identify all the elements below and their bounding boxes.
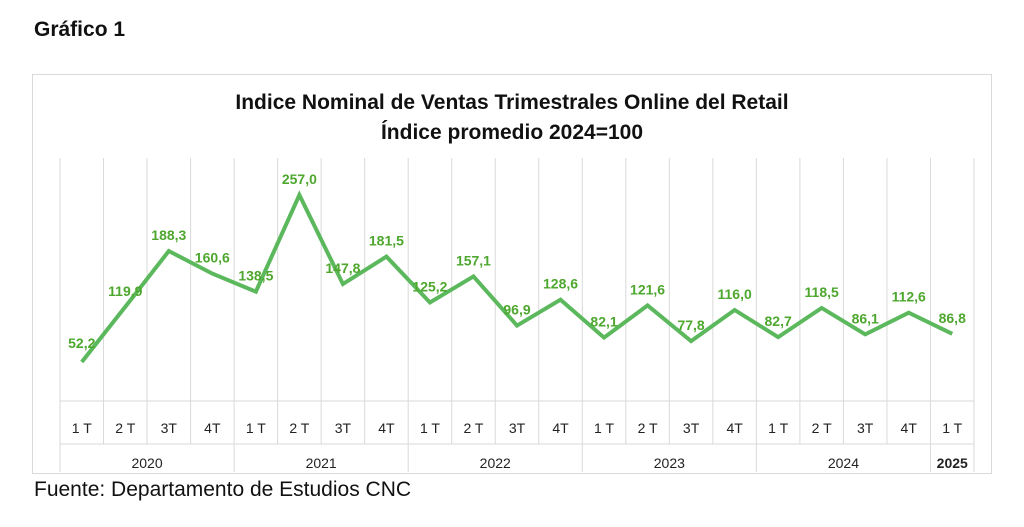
data-label: 86,1 <box>852 310 879 326</box>
data-label: 118,5 <box>805 284 839 300</box>
x-tick-label: 3T <box>509 420 526 436</box>
x-tick-label: 2 T <box>463 420 483 436</box>
data-label: 52,2 <box>68 335 95 351</box>
figure-heading: Gráfico 1 <box>34 18 126 41</box>
data-label: 257,0 <box>282 171 317 187</box>
data-label: 138,5 <box>238 268 273 284</box>
year-label: 2022 <box>480 455 511 471</box>
data-label: 160,6 <box>195 250 230 266</box>
chart-container: Indice Nominal de Ventas Trimestrales On… <box>32 74 992 474</box>
data-label: 119,9 <box>108 283 142 299</box>
x-tick-label: 4T <box>552 420 569 436</box>
x-tick-label: 3T <box>335 420 352 436</box>
x-tick-label: 2 T <box>812 420 832 436</box>
chart-title: Indice Nominal de Ventas Trimestrales On… <box>235 91 789 114</box>
data-label: 96,9 <box>503 302 530 318</box>
x-tick-label: 3T <box>161 420 178 436</box>
chart-subtitle: Índice promedio 2024=100 <box>380 121 644 144</box>
x-tick-label: 2 T <box>638 420 658 436</box>
year-label: 2024 <box>828 455 859 471</box>
data-label: 112,6 <box>892 289 926 305</box>
line-chart: 1 T 2 T 3T 4T 1 T 2 T 3T 4T 1 T 2 T 3T 4T 1 T 2 T 3T 4T… <box>59 158 975 472</box>
data-label: 77,8 <box>677 317 704 333</box>
year-label: 2023 <box>654 455 685 471</box>
data-label: 82,7 <box>765 313 792 329</box>
data-label: 147,8 <box>325 260 360 276</box>
x-tick-label: 1 T <box>420 420 440 436</box>
x-tick-label: 1 T <box>768 420 788 436</box>
x-tick-label: 1 T <box>246 420 266 436</box>
year-label: 2025 <box>937 455 968 471</box>
x-tick-label: 4T <box>204 420 221 436</box>
source-note: Fuente: Departamento de Estudios CNC <box>34 478 412 501</box>
data-label: 82,1 <box>590 314 617 330</box>
x-tick-label: 4T <box>901 420 918 436</box>
data-label: 86,8 <box>939 310 966 326</box>
x-tick-label: 4T <box>378 420 395 436</box>
data-label: 125,2 <box>412 278 447 294</box>
year-label: 2020 <box>131 455 162 471</box>
x-tick-label: 2 T <box>289 420 309 436</box>
data-label: 116,0 <box>717 286 751 302</box>
data-label: 157,1 <box>456 252 491 268</box>
x-tick-label: 3T <box>857 420 874 436</box>
x-tick-label: 1 T <box>942 420 962 436</box>
data-label: 121,6 <box>630 281 665 297</box>
data-label: 128,6 <box>543 276 578 292</box>
data-label: 188,3 <box>151 227 186 243</box>
x-tick-label: 4T <box>726 420 743 436</box>
x-tick-label: 3T <box>683 420 700 436</box>
series-line <box>80 190 954 364</box>
year-label: 2021 <box>306 455 337 471</box>
data-label: 181,5 <box>369 233 404 249</box>
x-tick-label: 1 T <box>72 420 92 436</box>
x-tick-label: 1 T <box>594 420 614 436</box>
x-tick-label: 2 T <box>115 420 135 436</box>
